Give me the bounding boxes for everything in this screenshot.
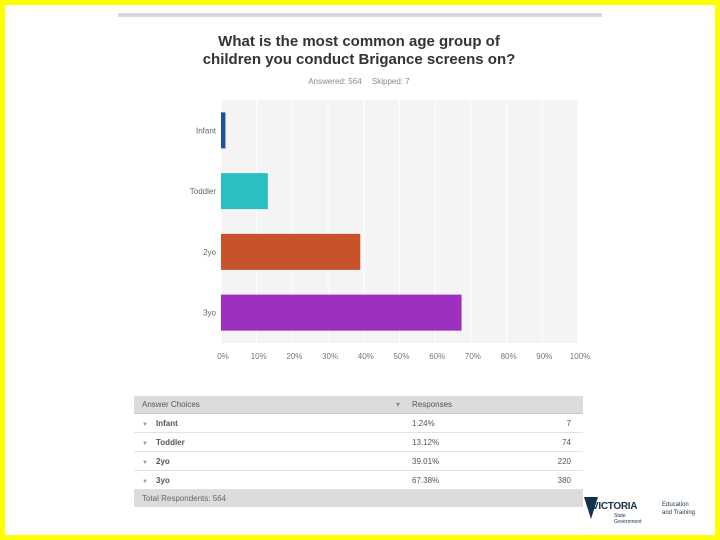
logo-name: VICTORIA bbox=[592, 501, 638, 512]
expand-arrow-icon[interactable]: ▼ bbox=[142, 459, 148, 466]
bar-3yo bbox=[221, 294, 462, 331]
logo-sub-1: State bbox=[614, 513, 626, 519]
table-header: Answer Choices ▾ Responses bbox=[134, 396, 583, 414]
choice-count: 7 bbox=[566, 418, 571, 428]
choice-percent: 13.12% bbox=[412, 437, 440, 447]
bar-toddler bbox=[221, 173, 268, 210]
choice-label: Infant bbox=[156, 418, 178, 428]
responses-table: Answer Choices ▾ Responses ▼ Infant 1.24%… bbox=[134, 396, 583, 507]
choice-percent: 1.24% bbox=[412, 418, 435, 428]
x-tick-label: 100% bbox=[570, 352, 590, 361]
table-row: ▼ 3yo 67.38% 380 bbox=[134, 471, 583, 490]
logo-sub-2: Government bbox=[614, 519, 642, 525]
title-line-2: children you conduct Brigance screens on… bbox=[202, 51, 516, 68]
logo-subtitle: State Government bbox=[614, 513, 642, 525]
table-row: ▼ Infant 1.24% 7 bbox=[134, 414, 583, 433]
category-label: 2yo bbox=[203, 248, 216, 257]
x-tick-label: 70% bbox=[465, 352, 481, 361]
bar-2yo bbox=[221, 233, 361, 270]
question-title: What is the most common age group of chi… bbox=[150, 33, 568, 69]
category-label: Toddler bbox=[190, 187, 217, 196]
choice-count: 220 bbox=[557, 456, 571, 466]
expand-arrow-icon[interactable]: ▼ bbox=[142, 421, 148, 428]
logo-dept-1: Education bbox=[662, 502, 689, 508]
x-tick-label: 0% bbox=[217, 352, 229, 361]
choice-percent: 67.38% bbox=[412, 475, 440, 485]
skipped-count: Skipped: 7 bbox=[371, 77, 410, 86]
choice-percent: 39.01% bbox=[412, 456, 440, 466]
victoria-mark-icon bbox=[584, 497, 598, 519]
category-label: 3yo bbox=[203, 309, 216, 318]
expand-arrow-icon[interactable]: ▼ bbox=[142, 478, 148, 485]
choice-label: Toddler bbox=[156, 437, 185, 447]
choice-count: 74 bbox=[562, 437, 571, 447]
x-tick-label: 40% bbox=[358, 352, 374, 361]
victoria-government-logo: VICTORIA State Government Education and … bbox=[584, 493, 714, 533]
total-respondents: Total Respondents: 564 bbox=[134, 490, 583, 507]
header-answer-choices[interactable]: Answer Choices bbox=[142, 400, 200, 409]
choice-label: 3yo bbox=[156, 475, 170, 485]
logo-dept-2: and Training bbox=[662, 510, 696, 516]
header-responses[interactable]: Responses bbox=[412, 400, 453, 409]
sort-chevron-icon[interactable]: ▾ bbox=[396, 400, 401, 409]
x-tick-label: 90% bbox=[536, 352, 552, 361]
x-tick-label: 60% bbox=[429, 352, 445, 361]
x-tick-label: 50% bbox=[393, 352, 409, 361]
table-row: ▼ Toddler 13.12% 74 bbox=[134, 433, 583, 452]
top-divider bbox=[118, 13, 602, 17]
answered-count: Answered: 564 bbox=[308, 77, 362, 86]
x-tick-label: 80% bbox=[501, 352, 517, 361]
x-tick-label: 30% bbox=[322, 352, 338, 361]
bar-infant bbox=[221, 112, 226, 149]
choice-label: 2yo bbox=[156, 456, 170, 466]
category-label: Infant bbox=[196, 126, 217, 135]
choice-count: 380 bbox=[557, 475, 571, 485]
logo-department: Education and Training bbox=[662, 501, 695, 517]
table-row: ▼ 2yo 39.01% 220 bbox=[134, 452, 583, 471]
response-meta: Answered: 564 Skipped: 7 bbox=[150, 77, 568, 86]
x-tick-label: 20% bbox=[286, 352, 302, 361]
x-tick-label: 10% bbox=[251, 352, 267, 361]
title-line-1: What is the most common age group of bbox=[218, 33, 500, 50]
expand-arrow-icon[interactable]: ▼ bbox=[142, 440, 148, 447]
